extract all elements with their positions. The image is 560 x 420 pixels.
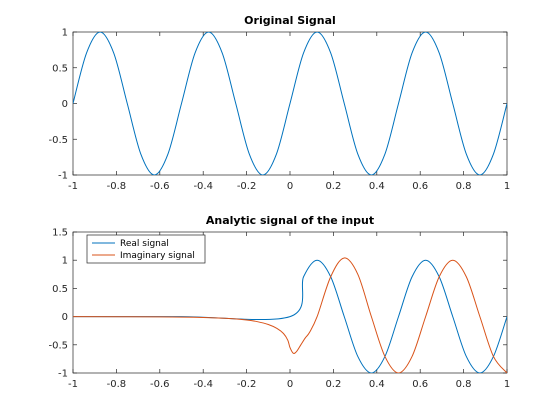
- x-tick-label: -0.4: [193, 181, 213, 192]
- y-tick-label: -0.5: [48, 340, 68, 351]
- imaginary-signal-line: [73, 257, 507, 373]
- y-tick-label: 1: [62, 256, 68, 267]
- x-tick-label: 0.8: [456, 181, 472, 192]
- y-tick-label: 1.5: [52, 228, 68, 239]
- x-tick-label: -0.6: [150, 181, 170, 192]
- legend-label: Real signal: [120, 239, 169, 249]
- chart-title: Analytic signal of the input: [206, 214, 374, 227]
- x-tick-label: -0.6: [150, 379, 170, 390]
- x-tick-label: -0.4: [193, 379, 213, 390]
- x-tick-label: 0.6: [412, 379, 428, 390]
- x-tick-label: 0.4: [369, 181, 385, 192]
- x-tick-label: -0.2: [237, 181, 257, 192]
- y-tick-label: -1: [58, 171, 68, 182]
- legend-box: [86, 234, 206, 264]
- x-tick-label: -0.2: [237, 379, 257, 390]
- x-tick-label: 0: [287, 181, 293, 192]
- y-tick-label: -1: [58, 369, 68, 380]
- x-tick-label: 0.4: [369, 379, 385, 390]
- x-tick-label: 0.6: [412, 181, 428, 192]
- x-tick-label: -1: [68, 181, 78, 192]
- x-tick-label: 0.8: [456, 379, 472, 390]
- x-tick-label: -0.8: [107, 379, 127, 390]
- x-tick-label: 1: [504, 181, 510, 192]
- real-signal-line: [73, 259, 507, 373]
- y-tick-label: 0: [62, 312, 68, 323]
- y-tick-label: 0: [62, 99, 68, 110]
- x-tick-label: 0.2: [325, 181, 341, 192]
- x-tick-label: 0: [287, 379, 293, 390]
- x-tick-label: 1: [504, 379, 510, 390]
- original-signal-subplot: -1 -0.8 -0.6 -0.4 -0.2 0 0.2 0.4 0.6 0.8 1 -1 -0.5 0 0…: [48, 14, 510, 192]
- x-tick-label: -0.8: [107, 181, 127, 192]
- y-tick-label: 0.5: [52, 284, 68, 295]
- y-tick-label: 1: [62, 28, 68, 39]
- y-tick-label: 0.5: [52, 63, 68, 74]
- legend-label: Imaginary signal: [120, 251, 195, 261]
- analytic-signal-subplot: -1 -0.8 -0.6 -0.4 -0.2 0 0.2 0.4 0.6 0.8 1 -1 -0.5 0 0…: [48, 214, 510, 390]
- x-tick-label: -1: [68, 379, 78, 390]
- x-tick-label: 0.2: [325, 379, 341, 390]
- chart-title: Original Signal: [244, 14, 336, 27]
- signal-line: [73, 32, 507, 175]
- y-tick-label: -0.5: [48, 135, 68, 146]
